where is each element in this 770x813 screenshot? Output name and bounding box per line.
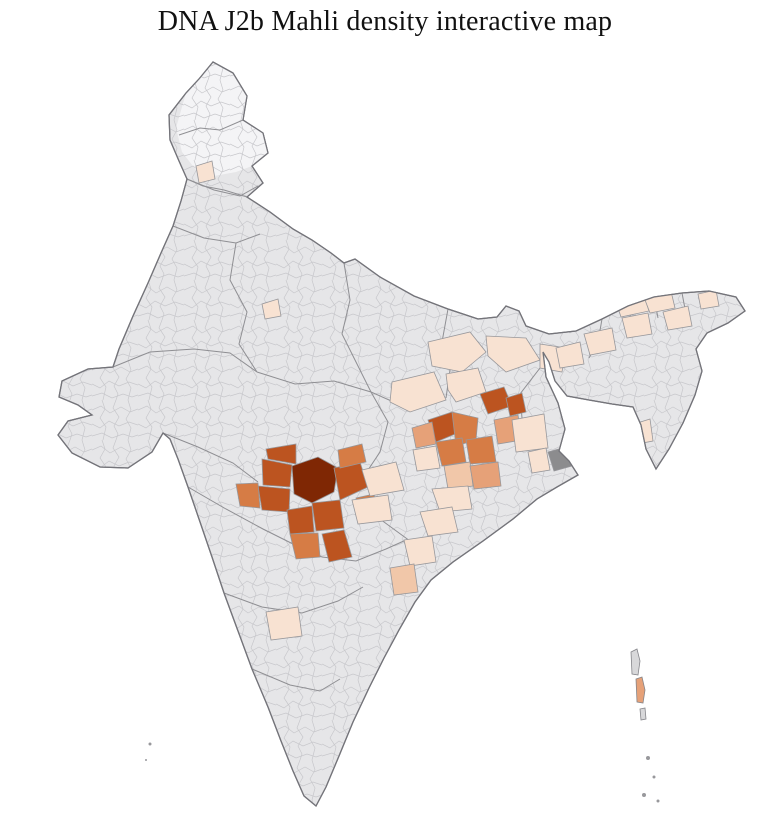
district-cell[interactable]: [261, 458, 293, 488]
islet-dot: [652, 775, 656, 779]
district-cell[interactable]: [265, 606, 303, 641]
district-cell[interactable]: [411, 421, 437, 449]
lakshadweep-islands: [145, 742, 152, 761]
state-border-line: [256, 371, 397, 404]
islet-dot: [148, 742, 152, 746]
state-border-line: [367, 391, 389, 471]
district-cell[interactable]: [291, 456, 339, 504]
district-cell[interactable]: [485, 335, 541, 373]
district-cell[interactable]: [235, 482, 261, 509]
district-cell[interactable]: [527, 447, 551, 474]
district-cell[interactable]: [361, 461, 405, 497]
state-border-line: [229, 242, 258, 373]
state-border-line: [341, 262, 372, 393]
islet-dot: [145, 759, 147, 761]
district-cell[interactable]: [662, 305, 693, 331]
district-cell[interactable]: [286, 505, 315, 535]
district-cell[interactable]: [505, 392, 527, 417]
density-cells: [195, 160, 720, 641]
district-cell[interactable]: [555, 341, 585, 369]
district-cell[interactable]: [511, 413, 549, 453]
district-cell[interactable]: [465, 435, 497, 465]
district-cell[interactable]: [389, 563, 419, 596]
state-border-line: [223, 586, 364, 614]
island-shape[interactable]: [630, 648, 641, 676]
district-cell[interactable]: [443, 461, 474, 490]
district-cell[interactable]: [445, 367, 487, 403]
state-border-line: [112, 348, 258, 373]
state-border-line: [251, 668, 341, 692]
state-border-line: [162, 432, 259, 483]
district-cell[interactable]: [435, 437, 467, 467]
islet-dot: [642, 793, 646, 797]
state-border-line: [186, 178, 248, 198]
district-cell[interactable]: [195, 160, 216, 184]
page-title: DNA J2b Mahli density interactive map: [157, 6, 613, 37]
district-cell[interactable]: [337, 443, 367, 469]
district-cell[interactable]: [621, 312, 653, 339]
state-border-line: [178, 119, 244, 136]
islet-dot: [656, 799, 660, 803]
district-cell[interactable]: [419, 506, 459, 537]
district-cell[interactable]: [351, 494, 393, 525]
district-cell[interactable]: [289, 532, 321, 560]
district-cell[interactable]: [311, 499, 345, 532]
andaman-nicobar-islands[interactable]: [630, 648, 660, 803]
district-cell[interactable]: [321, 529, 353, 563]
island-shape[interactable]: [635, 676, 646, 704]
island-shape[interactable]: [639, 707, 647, 721]
district-cell[interactable]: [412, 445, 441, 472]
district-cell[interactable]: [403, 535, 437, 567]
district-cell[interactable]: [427, 331, 487, 373]
district-cell[interactable]: [257, 485, 291, 513]
district-cell[interactable]: [261, 298, 282, 320]
district-cell[interactable]: [633, 418, 654, 445]
district-cell[interactable]: [431, 485, 473, 513]
district-cell[interactable]: [469, 461, 502, 490]
district-cell[interactable]: [265, 443, 297, 465]
district-cell[interactable]: [583, 327, 617, 356]
district-cell[interactable]: [389, 371, 447, 413]
state-border-line: [172, 225, 261, 244]
india-outline: [57, 61, 746, 808]
islet-dot: [646, 756, 650, 760]
